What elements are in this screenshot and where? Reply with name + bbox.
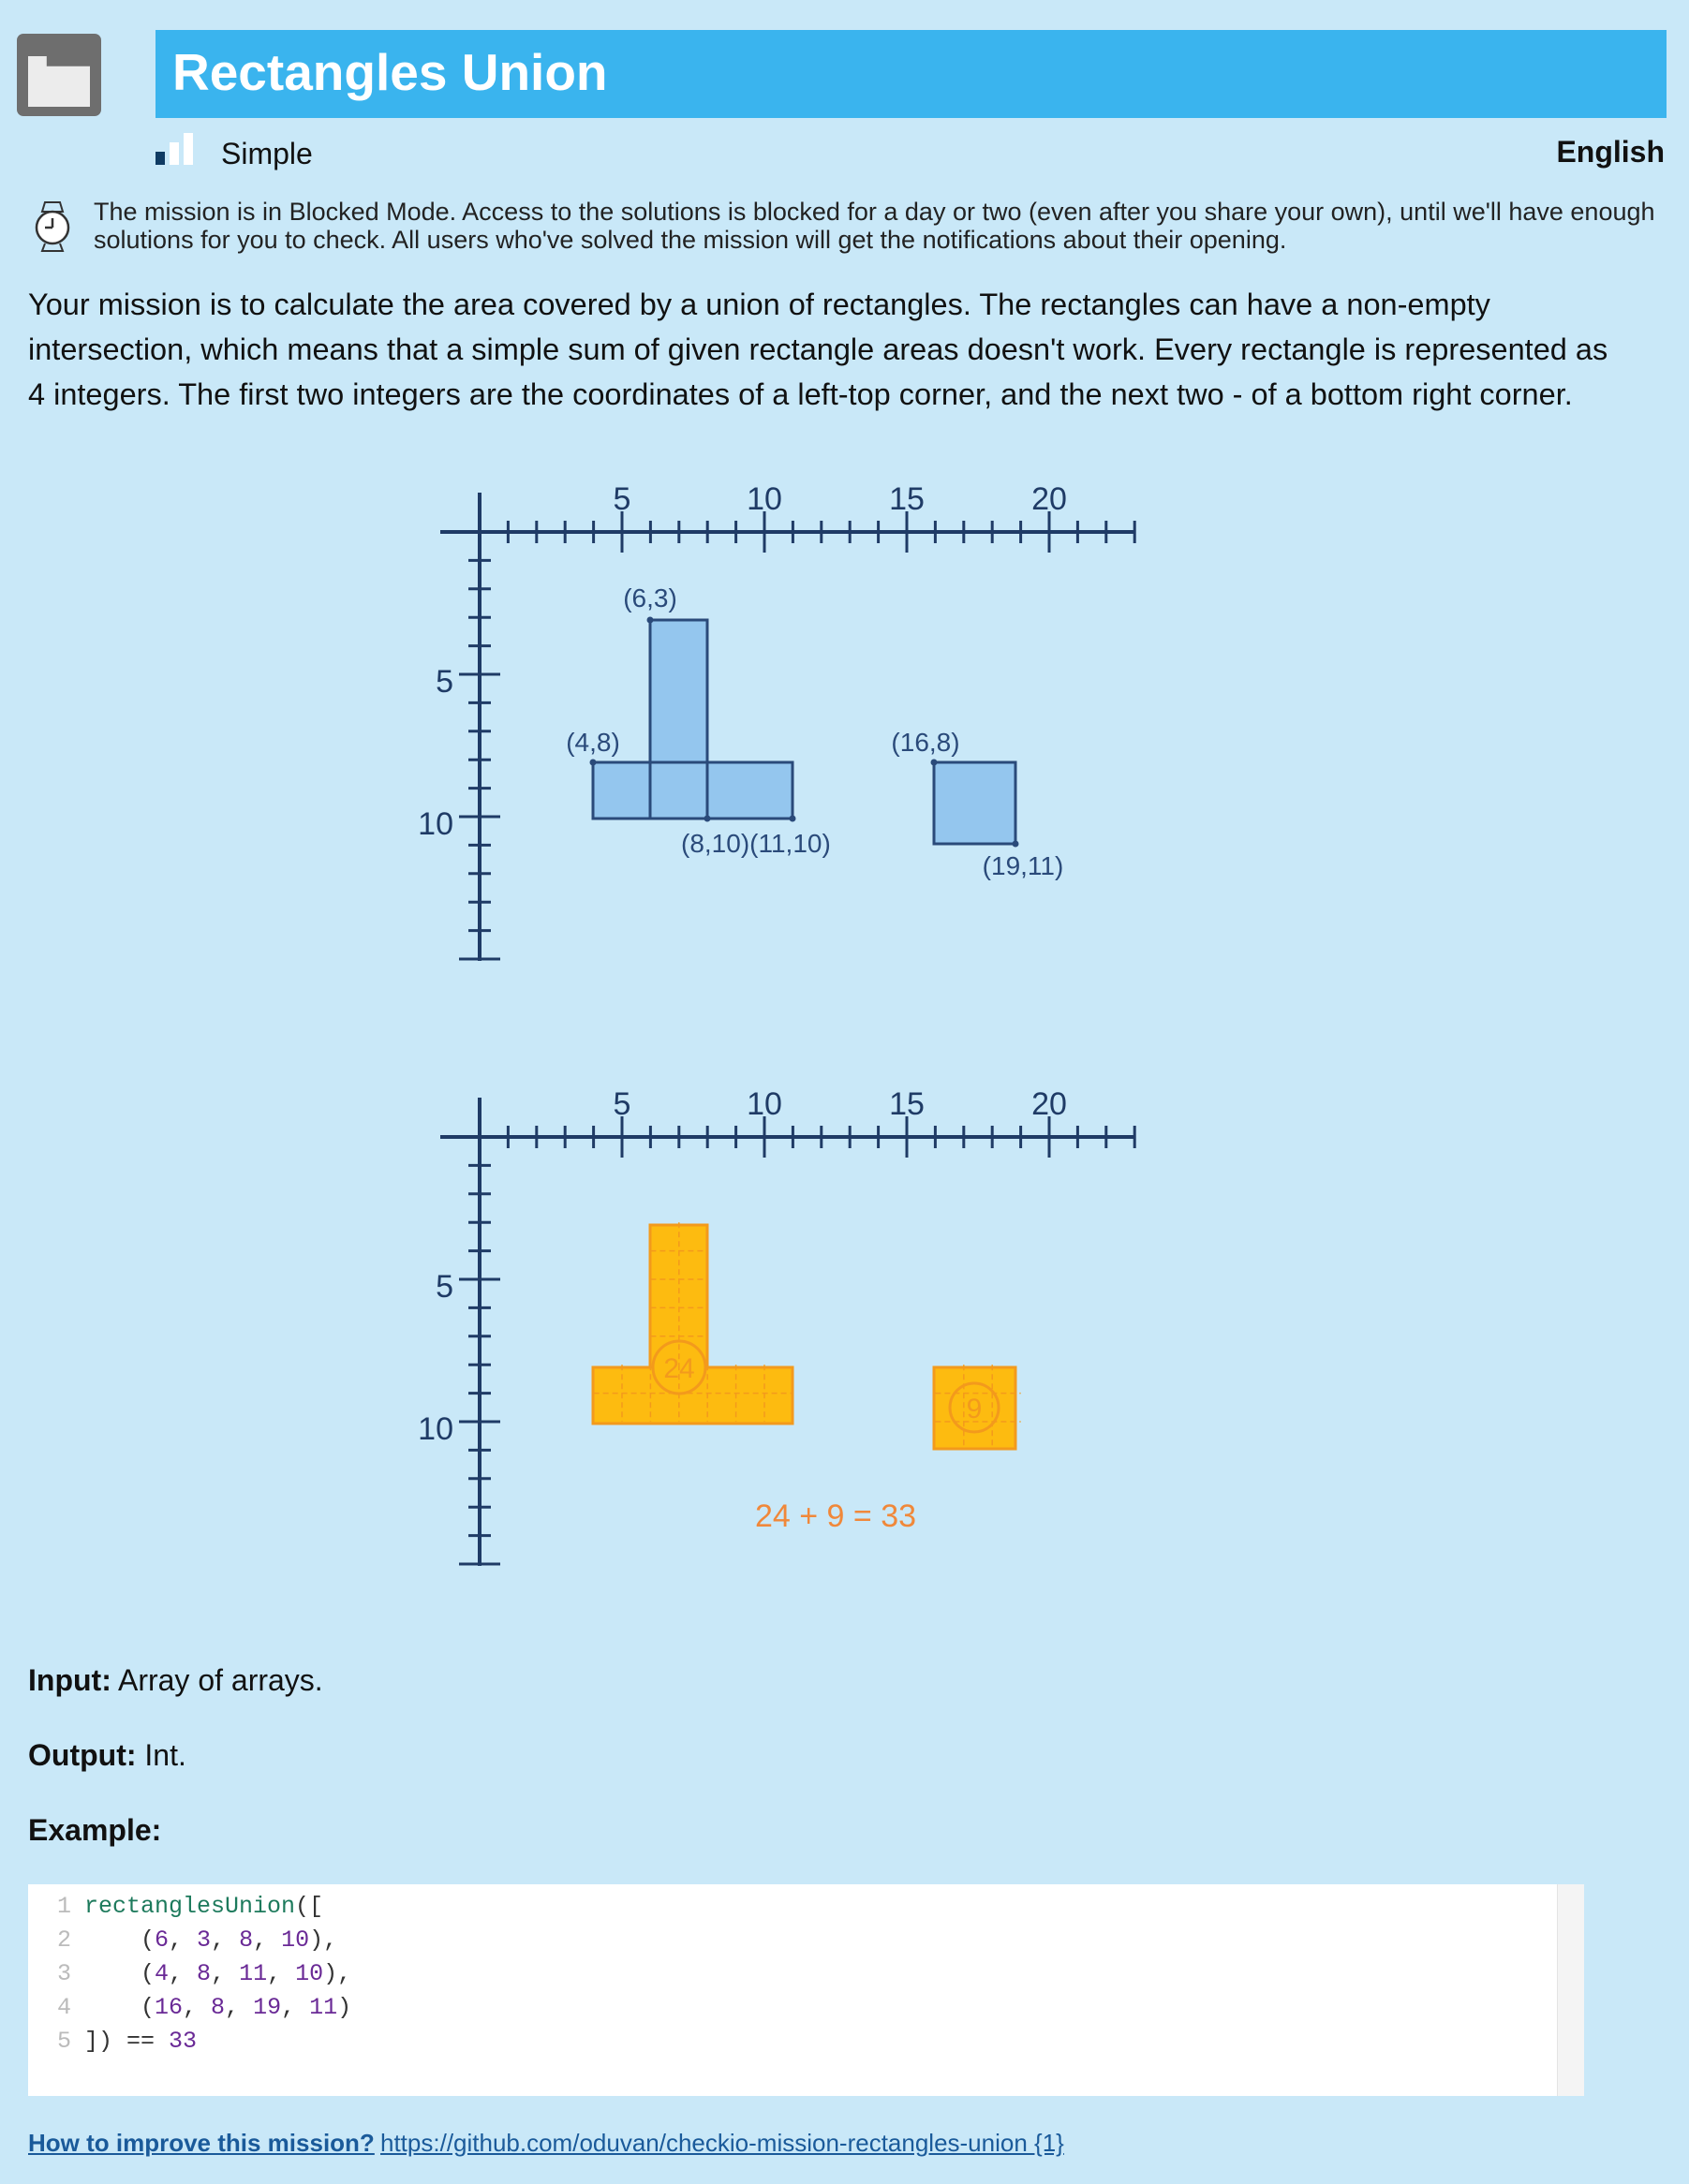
point-label: (4,8) — [566, 728, 620, 757]
difficulty-label: Simple — [221, 137, 313, 170]
x-tick-label: 5 — [614, 481, 631, 517]
x-tick-label: 5 — [614, 1086, 631, 1122]
improve-mission-link[interactable]: How to improve this mission? — [28, 2129, 375, 2157]
mission-description: Your mission is to calculate the area co… — [28, 288, 1608, 411]
area-circle — [948, 1381, 1000, 1434]
point-label: (6,3) — [623, 583, 677, 612]
logo-shape — [28, 56, 90, 107]
axes — [440, 1098, 1136, 1566]
title-bar — [156, 30, 1667, 118]
code-line: 4 (16, 8, 19, 11) — [56, 1994, 352, 2021]
x-tick-label: 15 — [889, 1086, 925, 1122]
x-tick-label: 20 — [1031, 481, 1067, 517]
code-line: 2 (6, 3, 8, 10), — [56, 1926, 338, 1954]
area-label: 24 — [663, 1353, 694, 1384]
page-title: Rectangles Union — [172, 43, 608, 101]
input-label: Input: — [28, 1663, 111, 1697]
rectangle-16-8-19-11 — [932, 760, 1017, 846]
area-label: 9 — [967, 1394, 983, 1424]
code-scrollbar[interactable] — [1557, 1884, 1584, 2096]
y-tick-label: 10 — [418, 1411, 453, 1447]
code-example[interactable]: 1 rectanglesUnion([ 2 (6, 3, 8, 10), 3 (4… — [28, 1884, 1583, 2096]
blocked-mode-notice: The mission is in Blocked Mode. Access t… — [94, 198, 1655, 254]
example-heading: Example: — [28, 1813, 162, 1847]
union-area-diagram: 5 10 15 20 5 10 24 9 24 + 9 = 33 — [418, 1086, 1136, 1566]
code-line: 1 rectanglesUnion([ — [56, 1893, 324, 1920]
y-tick-label: 10 — [418, 806, 453, 842]
output-value: Int. — [144, 1738, 186, 1772]
point-label: (8,10)(11,10) — [681, 829, 831, 858]
point-label: (16,8) — [891, 728, 959, 757]
y-tick-label: 5 — [436, 1269, 453, 1305]
checkio-logo[interactable] — [17, 34, 101, 116]
x-tick-label: 20 — [1031, 1086, 1067, 1122]
language-selector[interactable]: English — [1556, 135, 1665, 169]
x-tick-label: 10 — [747, 481, 782, 517]
y-tick-label: 5 — [436, 664, 453, 700]
output-label: Output: — [28, 1738, 137, 1772]
input-spec: Input: Array of arrays. — [28, 1661, 323, 1699]
output-spec: Output: Int. — [28, 1736, 186, 1774]
rectangles-coordinates-diagram: 5 10 15 20 5 10 (6,3) (4,8) (8,10)(11,10… — [418, 481, 1136, 961]
square-shape-9 — [932, 1365, 1017, 1451]
difficulty-bars-icon — [156, 133, 195, 165]
union-shape-24 — [591, 1223, 794, 1425]
code-line: 3 (4, 8, 11, 10), — [56, 1960, 352, 1987]
x-tick-label: 15 — [889, 481, 925, 517]
github-link[interactable]: https://github.com/oduvan/checkio-missio… — [380, 2129, 1064, 2157]
input-value: Array of arrays. — [117, 1663, 323, 1697]
code-line: 5]) == 33 — [56, 2028, 198, 2055]
axes — [440, 493, 1136, 961]
point-label: (19,11) — [983, 851, 1064, 880]
x-tick-label: 10 — [747, 1086, 782, 1122]
rectangle-4-8-11-10 — [591, 760, 794, 820]
area-sum-label: 24 + 9 = 33 — [755, 1498, 916, 1534]
stopwatch-icon — [35, 201, 70, 252]
area-circle — [651, 1339, 707, 1395]
